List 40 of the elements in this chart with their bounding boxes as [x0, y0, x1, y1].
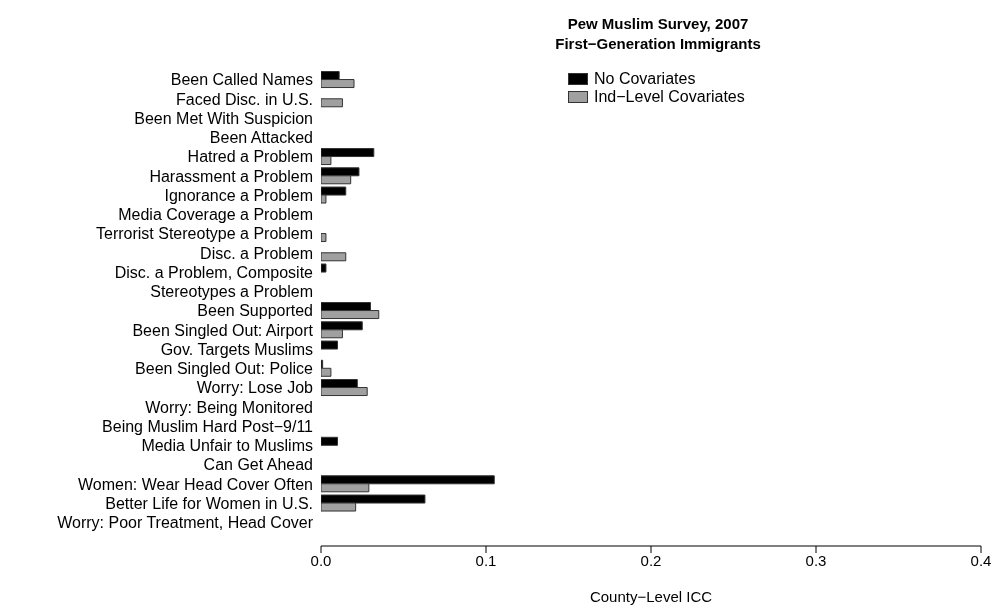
legend-label: No Covariates [594, 70, 696, 88]
bar [321, 263, 327, 273]
x-tick-label: 0.1 [475, 551, 497, 569]
y-tick-label: Faced Disc. in U.S. [176, 90, 313, 108]
x-tick-label: 0.0 [310, 551, 332, 569]
y-tick-label: Been Attacked [209, 129, 313, 147]
y-tick-label: Disc. a Problem, Composite [114, 263, 314, 281]
bar [321, 233, 327, 243]
y-tick-label: Been Met With Suspicion [134, 109, 313, 127]
y-tick-label: Better Life for Women in U.S. [105, 494, 313, 512]
y-tick-label: Media Coverage a Problem [118, 206, 313, 224]
bar [321, 98, 343, 108]
chart-subtitle: First−Generation Immigrants [554, 34, 762, 54]
y-tick-label: Gov. Targets Muslims [160, 340, 313, 358]
y-tick-label: Worry: Being Monitored [145, 398, 313, 416]
y-tick-label: Ignorance a Problem [164, 186, 313, 204]
y-tick-label: Terrorist Stereotype a Problem [96, 225, 313, 243]
y-tick-label: Harassment a Problem [149, 167, 313, 185]
y-tick-label: Stereotypes a Problem [150, 283, 313, 301]
x-tick-label: 0.4 [970, 551, 992, 569]
y-tick-label: Been Supported [197, 302, 313, 320]
bar [321, 252, 347, 262]
y-tick-label: Worry: Lose Job [196, 379, 314, 397]
y-tick-label: Been Singled Out: Airport [132, 321, 314, 339]
y-tick-label: Being Muslim Hard Post−9/11 [102, 417, 314, 435]
y-tick-label: Been Called Names [170, 71, 313, 89]
y-tick-label: Media Unfair to Muslims [141, 437, 313, 455]
bar [321, 436, 338, 446]
legend-label: Ind−Level Covariates [594, 88, 745, 106]
y-tick-label: Disc. a Problem [200, 244, 313, 262]
x-tick-label: 0.2 [640, 551, 662, 569]
y-tick-label: Worry: Poor Treatment, Head Cover [57, 514, 314, 532]
y-tick-label: Women: Wear Head Cover Often [77, 475, 313, 493]
bar [321, 340, 338, 350]
x-axis-title: County−Level ICC [589, 588, 713, 605]
x-tick-label: 0.3 [805, 551, 827, 569]
y-tick-label: Hatred a Problem [187, 148, 313, 166]
y-tick-label: Been Singled Out: Police [135, 360, 314, 378]
chart-title: Pew Muslim Survey, 2007 [566, 14, 750, 34]
y-tick-label: Can Get Ahead [203, 456, 313, 474]
